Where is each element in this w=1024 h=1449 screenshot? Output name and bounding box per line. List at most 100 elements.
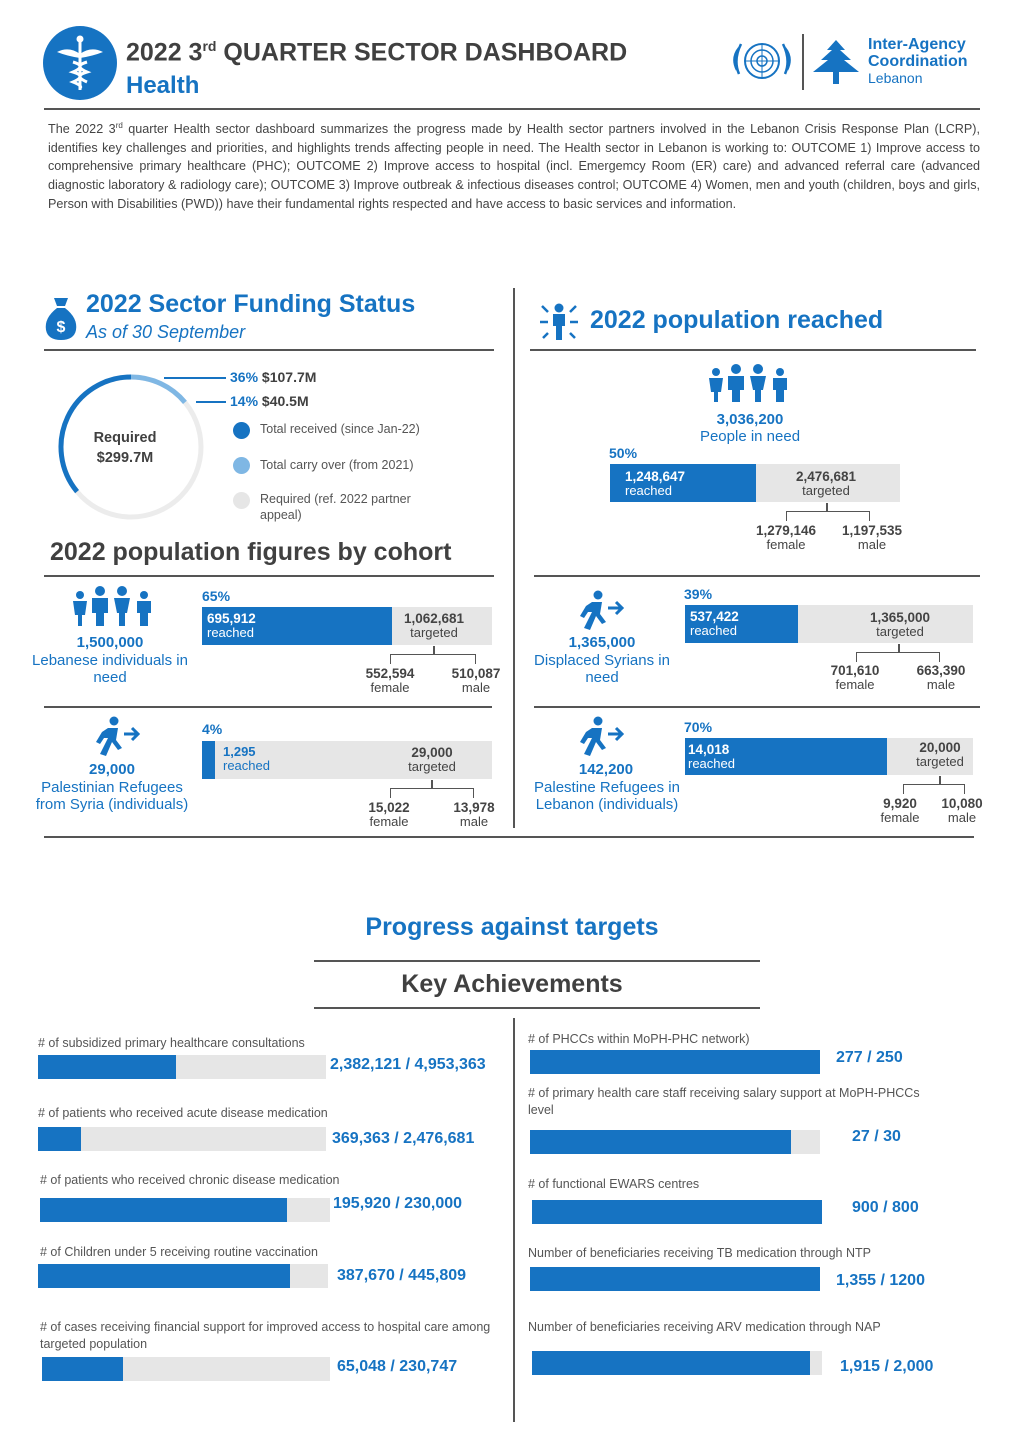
sector-name: Health	[126, 72, 200, 99]
donut-received-arc	[58, 374, 132, 494]
indicator-value: 195,920 / 230,000	[333, 1195, 463, 1212]
pop-female: 1,279,146 female	[755, 523, 817, 552]
legend-required-label: Required (ref. 2022 partner appeal)	[260, 492, 411, 522]
person-reached-icon	[538, 302, 580, 347]
legend-carry-label: Total carry over (from 2021)	[260, 458, 414, 472]
indicator-value: 1,355 / 1200	[836, 1272, 925, 1289]
indicator-value: 1,915 / 2,000	[840, 1358, 934, 1375]
people-group-icon	[706, 364, 790, 409]
un-emblem-icon	[733, 43, 791, 79]
org-name: Inter-Agency Coordination Lebanon	[868, 36, 968, 86]
cohort-prs-name: Palestinian Refugees from Syria (individ…	[35, 779, 189, 813]
caduceus-icon	[57, 35, 103, 90]
indicator-bar-fill	[532, 1200, 822, 1224]
indicator-label: # of Children under 5 receiving routine …	[40, 1245, 318, 1259]
legend-received-label: Total received (since Jan-22)	[260, 422, 420, 436]
indicator-label: # of subsidized primary healthcare consu…	[38, 1036, 305, 1050]
indicator-bar-fill	[40, 1198, 287, 1222]
population-reached-title: 2022 population reached	[590, 306, 884, 334]
cohort-syrians-targeted: 1,365,000 targeted	[869, 610, 931, 639]
indicator-value: 900 / 800	[852, 1199, 919, 1216]
money-bag-icon: $	[44, 296, 78, 347]
cohort-prs-female: 15,022 female	[368, 800, 410, 829]
progress-title: Progress against targets	[365, 913, 659, 941]
cohort-prl-bar-fill	[685, 738, 887, 775]
indicator-bar-fill	[532, 1351, 810, 1375]
indicator-value: 277 / 250	[836, 1049, 903, 1066]
cohort-prl-name: Palestine Refugees in Lebanon (individua…	[534, 779, 680, 813]
displaced-running-icon	[578, 590, 626, 639]
cohort-prl-targeted: 20,000 targeted	[916, 740, 964, 769]
funding-subtitle: As of 30 September	[86, 322, 246, 342]
indicator-bar-fill	[38, 1127, 81, 1151]
cohort-prl-female: 9,920 female	[880, 796, 920, 825]
prl-running-icon	[578, 716, 626, 765]
indicator-label: # of cases receiving financial support f…	[40, 1320, 491, 1351]
cohort-syrians-male: 663,390 male	[916, 663, 966, 692]
indicator-label: Number of beneficiaries receiving ARV me…	[528, 1320, 881, 1334]
indicator-label: # of primary health care staff receiving…	[528, 1086, 920, 1117]
health-sector-logo	[43, 26, 117, 100]
cohort-lebanese-num: 1,500,000	[76, 634, 144, 651]
indicator-label: Number of beneficiaries receiving TB med…	[528, 1246, 871, 1260]
indicator-value: 2,382,121 / 4,953,363	[330, 1056, 486, 1073]
cohort-lebanese-name: Lebanese individuals in need	[32, 652, 188, 686]
indicator-value: 65,048 / 230,747	[337, 1358, 458, 1375]
cohort-lebanese-targeted: 1,062,681 targeted	[403, 611, 465, 640]
pop-reached-pct: 50%	[609, 445, 638, 461]
cohort-prs-male: 13,978 male	[453, 800, 495, 829]
indicator-value: 27 / 30	[852, 1128, 901, 1145]
indicator-bar-fill	[530, 1267, 820, 1291]
cohort-syrians-num: 1,365,000	[568, 634, 636, 651]
cedar-logo	[809, 38, 863, 88]
indicator-bar-fill	[38, 1055, 176, 1079]
cohort-prs-reached: 1,295 reached	[223, 744, 270, 773]
cohort-prl-reached: 14,018 reached	[688, 742, 735, 771]
cohort-prs-bar-fill	[202, 741, 215, 779]
svg-text:$: $	[57, 319, 66, 336]
key-achievements-title: Key Achievements	[401, 970, 623, 998]
cohort-lebanese-reached: 695,912 reached	[207, 611, 256, 640]
indicator-label: # of PHCCs within MoPH-PHC network)	[528, 1032, 750, 1046]
cohort-prl-num: 142,200	[578, 761, 634, 778]
un-emblem-logo	[731, 34, 793, 90]
indicator-value: 387,670 / 445,809	[337, 1267, 467, 1284]
cohort-prl-pct: 70%	[684, 719, 713, 735]
cohort-syrians-female: 701,610 female	[830, 663, 880, 692]
cohort-prs-num: 29,000	[89, 761, 135, 778]
cohort-lebanese-male: 510,087 male	[451, 666, 501, 695]
pop-targeted-label: 2,476,681 targeted	[795, 469, 857, 498]
indicator-label: # of patients who received chronic disea…	[40, 1173, 340, 1187]
cohort-lebanese-bar-fill	[202, 607, 392, 645]
cohort-lebanese-pct: 65%	[202, 588, 231, 604]
pop-male: 1,197,535 male	[841, 523, 903, 552]
cohort-syrians-bar-fill	[685, 605, 798, 643]
indicator-bar-fill	[38, 1264, 290, 1288]
indicator-label: # of functional EWARS centres	[528, 1177, 700, 1191]
lebanese-family-icon	[70, 586, 154, 633]
pin-label: People in need	[699, 428, 801, 445]
legend-required-swatch	[233, 492, 250, 509]
indicator-bar-fill	[42, 1357, 123, 1381]
pop-reached-label: 1,248,647 reached	[625, 469, 686, 498]
cohort-syrians-reached: 537,422 reached	[690, 609, 739, 638]
cohort-syrians-name: Displaced Syrians in need	[534, 652, 670, 686]
cohort-syrians-pct: 39%	[684, 586, 713, 602]
cohort-title: 2022 population figures by cohort	[50, 538, 452, 566]
indicator-bar-fill	[530, 1130, 791, 1154]
dashboard-title: 2022 3rd QUARTER SECTOR DASHBOARD	[126, 38, 628, 67]
funding-donut	[56, 372, 206, 522]
legend-received-swatch	[233, 422, 250, 439]
refugee-running-icon	[94, 716, 142, 765]
carry-figure: 14% $40.5M	[230, 393, 309, 409]
pin-value: 3,036,200	[716, 411, 784, 428]
intro-paragraph: The 2022 3rd quarter Health sector dashb…	[48, 121, 980, 211]
received-figure: 36% $107.7M	[230, 369, 317, 385]
cohort-prl-male: 10,080 male	[941, 796, 983, 825]
pop-reached-bar-fill	[610, 464, 756, 502]
cohort-prs-pct: 4%	[202, 721, 223, 737]
funding-title: 2022 Sector Funding Status	[86, 290, 416, 318]
donut-carry-arc	[130, 374, 187, 405]
indicator-bar-fill	[530, 1050, 820, 1074]
cohort-lebanese-female: 552,594 female	[365, 666, 415, 695]
